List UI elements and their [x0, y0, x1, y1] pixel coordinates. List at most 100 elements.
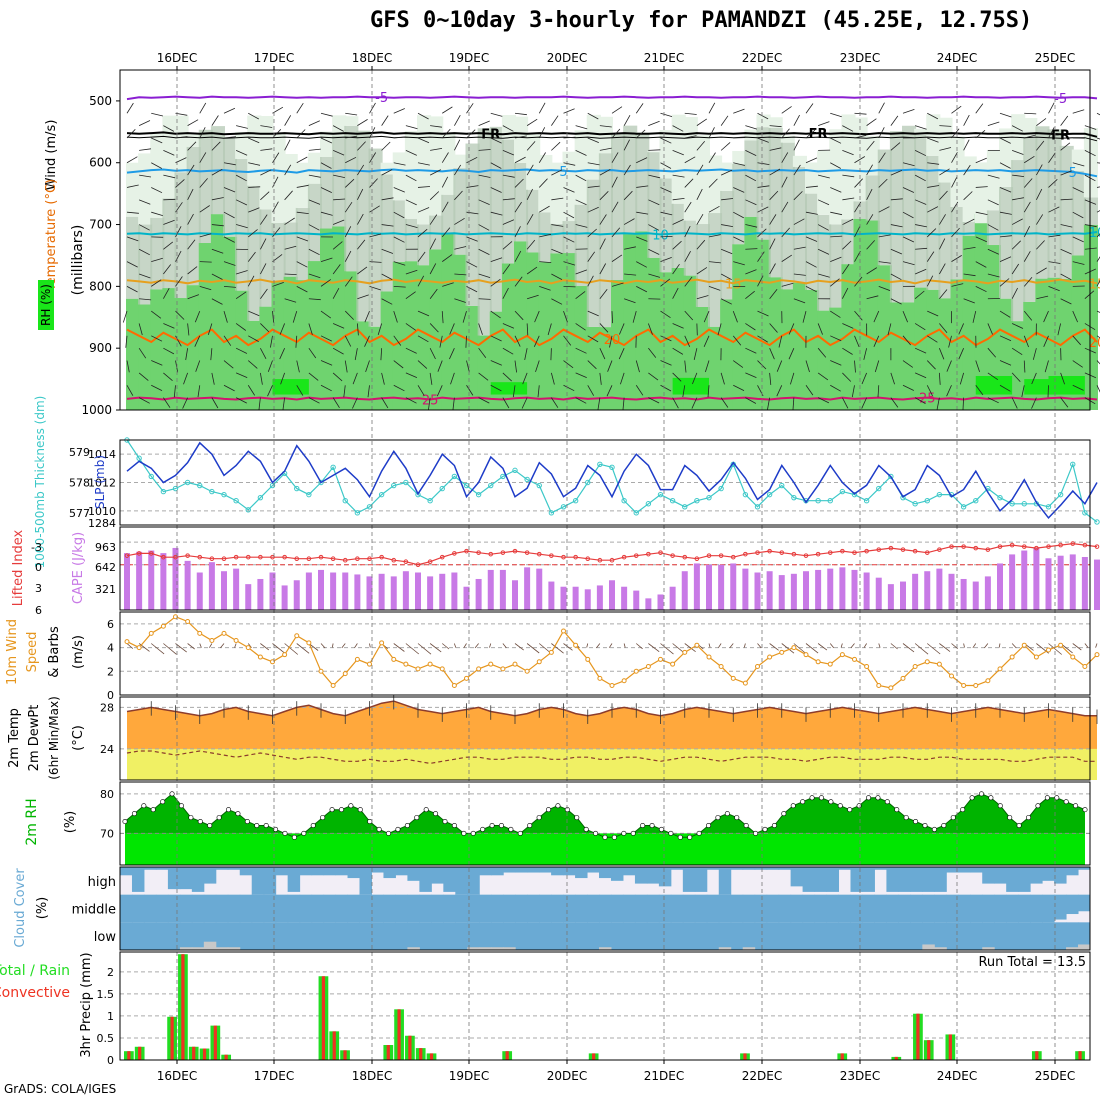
rh-mid-column — [259, 209, 274, 307]
rh-moist-column — [768, 277, 783, 410]
y-tick-label: 900 — [89, 341, 112, 355]
cloud-high-bar — [850, 867, 863, 892]
wind-barb — [611, 176, 618, 188]
wind-barb — [757, 185, 770, 188]
lifted-index-point — [730, 554, 736, 560]
precip-conv-bar — [127, 1051, 131, 1060]
cape-bar — [560, 586, 567, 610]
cloud-middle-bar — [347, 894, 361, 923]
rh-point — [1054, 795, 1060, 801]
wind-barb — [478, 273, 491, 278]
wind-speed-point — [221, 630, 227, 636]
wind-barb — [623, 190, 633, 201]
rh-point — [226, 807, 232, 813]
wind-barb — [660, 112, 673, 117]
wind-barb — [478, 397, 490, 404]
wind-barb — [745, 269, 757, 275]
wind-barb — [703, 335, 710, 347]
wind-barb — [878, 285, 891, 291]
wind-barb — [999, 256, 1012, 263]
lifted-index-point — [985, 547, 991, 552]
wind-barb — [1060, 115, 1069, 126]
wind-barb — [757, 112, 769, 120]
cape-bar — [803, 571, 809, 610]
wind-barb — [320, 384, 332, 392]
wind-barb — [623, 139, 630, 151]
cloud-unit-label: (%) — [35, 897, 50, 920]
wind-barb — [465, 335, 467, 348]
wind-barb — [611, 128, 621, 139]
wind-barb — [693, 348, 698, 360]
rh-mid-column — [1059, 145, 1074, 279]
cape-bar — [233, 568, 240, 610]
wind-barb — [587, 137, 599, 143]
thickness-point — [306, 491, 312, 498]
precip-conv-bar — [397, 1009, 401, 1060]
rh-light-column — [162, 115, 177, 199]
wind-tick: 0 — [107, 689, 114, 702]
wind-barb — [939, 125, 952, 127]
wind-barb — [284, 139, 291, 151]
rh-moist-column — [235, 290, 250, 410]
wind-barb — [946, 360, 952, 372]
cloud-low-base — [251, 922, 265, 950]
wind-barb — [769, 168, 781, 176]
wind-barb — [1060, 273, 1072, 281]
wind-barb — [344, 360, 348, 373]
wind-barb — [320, 211, 333, 216]
cloud-high-bar — [407, 867, 420, 881]
wind-barb — [247, 275, 255, 287]
wind-barb — [344, 250, 352, 262]
cloud-middle-bar — [443, 894, 456, 923]
wind-speed-point — [197, 630, 203, 636]
rh-point — [480, 826, 486, 832]
cloud-low-base — [754, 922, 768, 950]
wind-barb — [175, 250, 182, 262]
wind-barb — [429, 263, 437, 275]
wind-barb — [466, 236, 478, 242]
wind-barb — [260, 323, 270, 333]
cloud-high-bar — [155, 867, 169, 870]
wind-barb — [260, 288, 268, 299]
wind-barb — [308, 224, 320, 231]
wind-barb — [514, 112, 527, 116]
wind-barb-10m — [296, 643, 310, 654]
lifted-index-label: Lifted Index — [11, 529, 26, 606]
wind-10m-panel — [120, 614, 1100, 691]
li-tick: 6 — [35, 604, 42, 617]
cape-bar — [293, 580, 300, 610]
wind-barb-10m — [660, 643, 674, 655]
cloud-middle-bar — [503, 894, 516, 923]
rh-point — [404, 822, 410, 828]
rh-moist-column — [659, 272, 674, 410]
isotherm-label: 10 — [1089, 226, 1100, 241]
rh-mid-column — [186, 146, 201, 286]
x-tick-label-top: 22DEC — [742, 51, 782, 65]
wind-barb-10m — [902, 643, 915, 653]
cloud-high-bar — [203, 867, 217, 884]
rh-moist-column — [817, 310, 832, 410]
wind-barb — [745, 199, 757, 206]
isotherm-line-10 — [126, 231, 1098, 236]
wind-barb-10m — [743, 643, 746, 648]
wind-barb-10m — [1048, 643, 1062, 655]
wind-barb — [660, 187, 672, 193]
wind-barb — [745, 372, 757, 378]
wind-barb — [717, 323, 722, 336]
x-tick-label-top: 17DEC — [254, 51, 294, 65]
wind-speed-point — [439, 666, 445, 672]
wind-barb — [449, 348, 455, 360]
rh-light-column — [926, 114, 941, 156]
cloud-low-base — [455, 922, 468, 950]
wind-barb — [1023, 310, 1033, 321]
wind-barb — [295, 335, 298, 348]
lifted-index-point — [355, 556, 360, 561]
thickness-point — [160, 488, 167, 495]
lifted-index-point — [670, 553, 675, 558]
temp-2m-panel — [120, 694, 1098, 780]
wind-barb — [125, 335, 128, 348]
wind-barb — [187, 141, 197, 151]
wind-speed-point — [403, 661, 409, 667]
wind-barb — [972, 310, 977, 323]
cloud-middle-bar — [407, 894, 420, 923]
